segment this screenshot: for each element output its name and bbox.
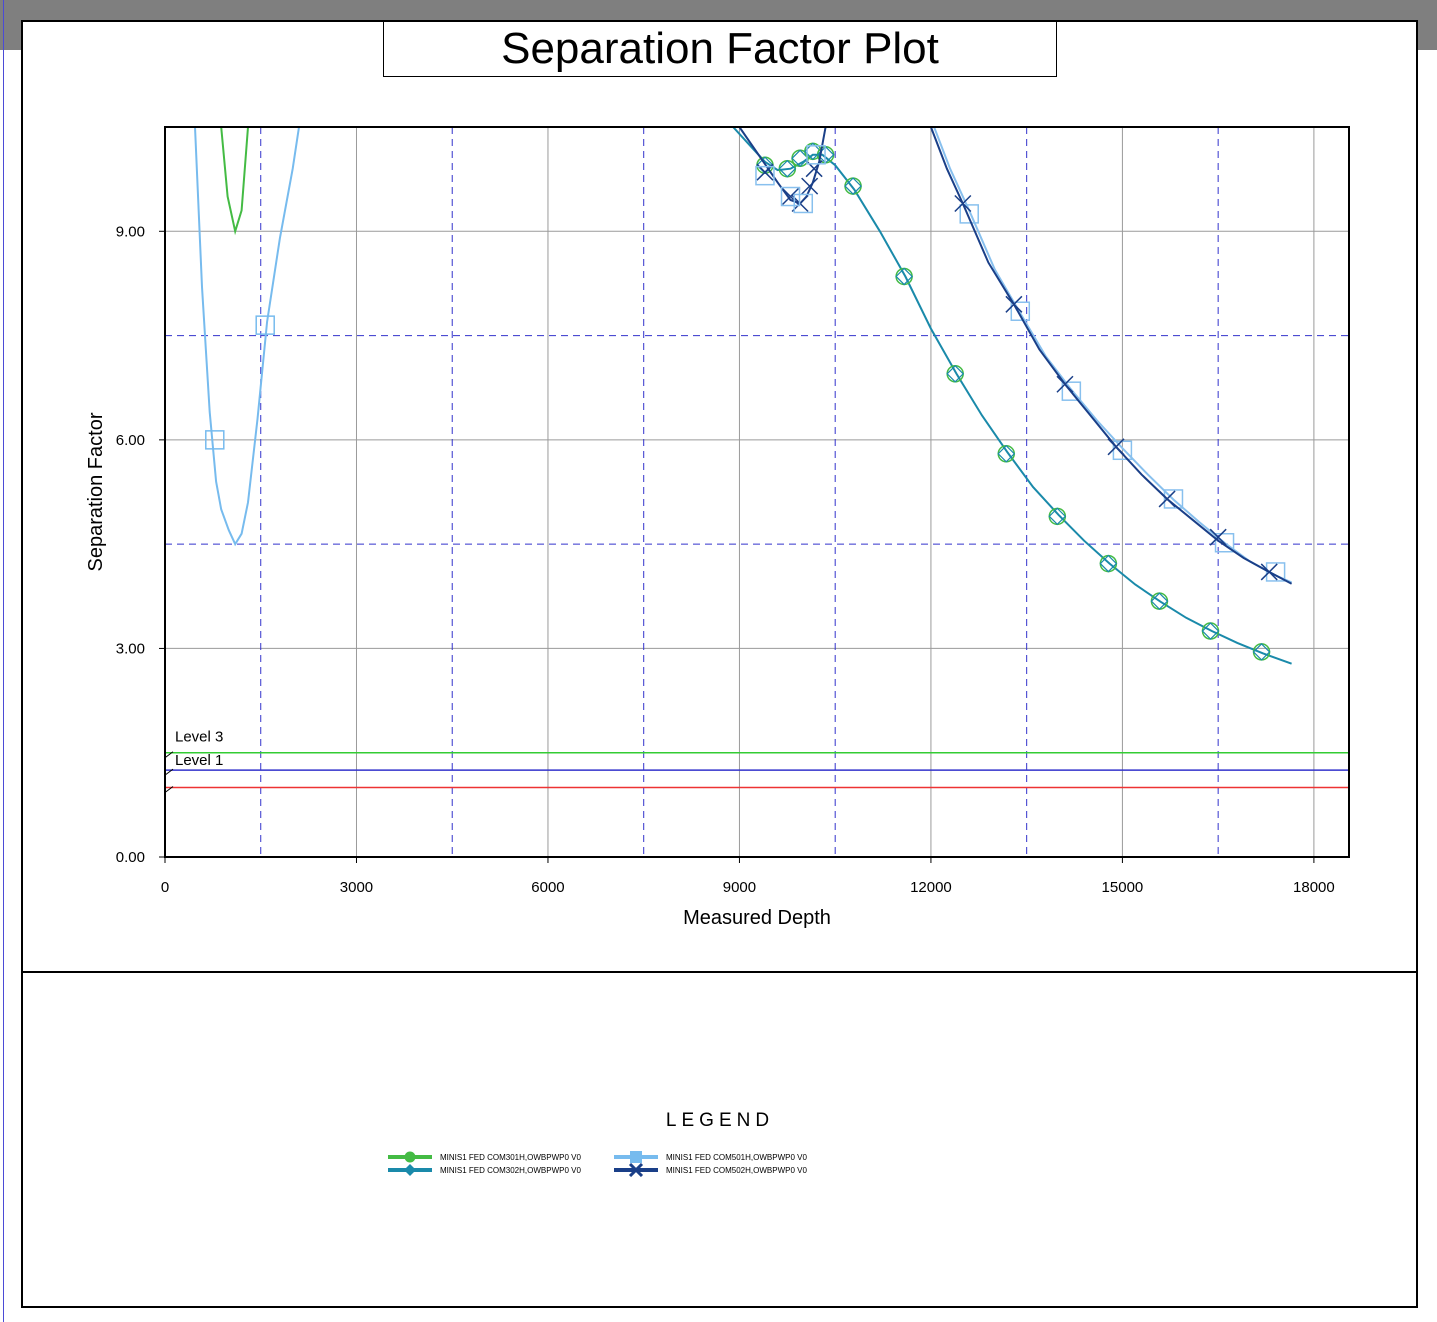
legend-item-com502h: MINIS1 FED COM502H,OWBPWP0 V0 [614, 1163, 807, 1177]
marker-square [959, 204, 979, 224]
series-line [933, 127, 1293, 584]
x-tick-label: 6000 [531, 879, 564, 896]
marker-square [205, 430, 225, 450]
marker-diamond [946, 364, 965, 383]
legend-label: MINIS1 FED COM301H,OWBPWP0 V0 [440, 1152, 581, 1162]
level-tick-mark [164, 768, 174, 776]
legend-swatch-x-icon [614, 1163, 658, 1177]
series-group [194, 127, 1293, 665]
x-tick-label: 18000 [1293, 879, 1335, 896]
x-tick-label: 0 [161, 879, 169, 896]
marker-square [1061, 381, 1082, 401]
y-axis-label: Separation Factor [85, 412, 107, 571]
series-line [929, 127, 1293, 585]
x-tick-label: 9000 [723, 879, 756, 896]
legend-frame [21, 971, 1418, 1308]
series-line [220, 127, 249, 236]
level-label: Level 3 [175, 729, 223, 746]
marker-circle [895, 267, 913, 286]
legend-item-com301h: MINIS1 FED COM301H,OWBPWP0 V0 [388, 1150, 581, 1164]
marker-square [780, 186, 801, 207]
level-tick-mark [164, 786, 174, 793]
marker-x [954, 194, 972, 213]
legend-label: MINIS1 FED COM501H,OWBPWP0 V0 [666, 1152, 807, 1162]
marker-x [1005, 295, 1023, 313]
marker-circle [997, 445, 1015, 463]
y-tick-label: 9.00 [116, 223, 145, 240]
marker-diamond [895, 267, 913, 286]
marker-x [1158, 490, 1176, 508]
legend-label: MINIS1 FED COM502H,OWBPWP0 V0 [666, 1165, 807, 1175]
marker-diamond [997, 444, 1016, 463]
legend-swatch-circle-icon [388, 1151, 432, 1163]
y-tick-label: 0.00 [116, 849, 145, 866]
y-tick-label: 3.00 [116, 640, 145, 657]
legend-label: MINIS1 FED COM302H,OWBPWP0 V0 [440, 1165, 581, 1175]
marker-x [1260, 563, 1278, 581]
x-tick-label: 12000 [910, 879, 952, 896]
marker-x [1209, 528, 1227, 546]
marker-diamond [1201, 622, 1220, 640]
marker-square [806, 145, 826, 165]
marker-diamond [844, 177, 862, 195]
marker-square [255, 315, 275, 335]
y-tick-label: 6.00 [116, 432, 145, 449]
level-tick-mark [164, 751, 174, 759]
marker-diamond [1252, 643, 1271, 661]
plot-border [164, 126, 1350, 858]
marker-square [1010, 301, 1031, 321]
marker-square [793, 193, 814, 214]
chart-title: Separation Factor Plot [383, 21, 1057, 77]
x-axis-label: Measured Depth [683, 907, 831, 929]
marker-square [1163, 489, 1184, 509]
x-tick-label: 3000 [340, 879, 373, 896]
marker-x [801, 177, 819, 195]
level-label: Level 1 [175, 752, 223, 769]
window-left-edge [3, 0, 4, 1322]
legend-item-com501h: MINIS1 FED COM501H,OWBPWP0 V0 [614, 1150, 807, 1164]
marker-square [755, 165, 775, 186]
series-line [732, 127, 1292, 665]
marker-square [1214, 533, 1235, 553]
marker-circle [946, 365, 964, 383]
marker-diamond [1099, 554, 1118, 573]
marker-x [1056, 375, 1074, 393]
x-tick-label: 15000 [1102, 879, 1144, 896]
legend-title: LEGEND [665, 1110, 775, 1131]
marker-square [1265, 562, 1286, 582]
marker-circle [844, 177, 862, 195]
series-line [194, 127, 300, 547]
marker-circle [1048, 507, 1067, 526]
marker-diamond [1150, 592, 1169, 611]
marker-diamond [1048, 507, 1067, 526]
marker-x [1107, 438, 1125, 456]
legend-item-com302h: MINIS1 FED COM302H,OWBPWP0 V0 [388, 1163, 581, 1177]
marker-x [781, 187, 800, 206]
legend-swatch-diamond-icon [388, 1164, 432, 1176]
marker-diamond [778, 159, 797, 178]
legend-swatch-square-icon [614, 1151, 658, 1163]
plot-frame [21, 20, 1418, 973]
